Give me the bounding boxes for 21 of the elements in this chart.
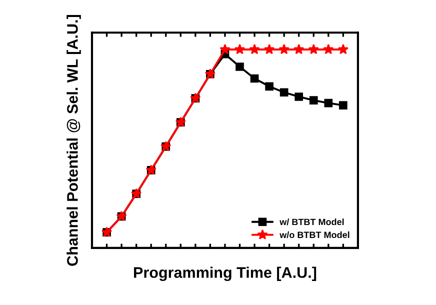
point: [309, 96, 318, 104]
x-axis-title: Programming Time [A.U.]: [134, 266, 316, 282]
point: [250, 74, 259, 83]
point: [264, 44, 275, 54]
point: [220, 44, 230, 54]
legend-label: w/o BTBT Model: [280, 231, 350, 238]
y-axis-title: Channel Potential @ Sel. WL [A.U.]: [66, 15, 81, 266]
point: [308, 44, 319, 54]
point: [234, 44, 246, 54]
point: [323, 44, 334, 54]
point: [280, 88, 288, 97]
point: [249, 44, 260, 54]
point: [338, 44, 348, 54]
point: [265, 82, 274, 91]
point: [294, 44, 304, 54]
point: [278, 44, 290, 54]
legend-label: w/ BTBT Model: [280, 218, 344, 226]
point: [324, 98, 333, 108]
point: [339, 101, 348, 110]
point: [294, 92, 304, 101]
point: [236, 62, 244, 71]
